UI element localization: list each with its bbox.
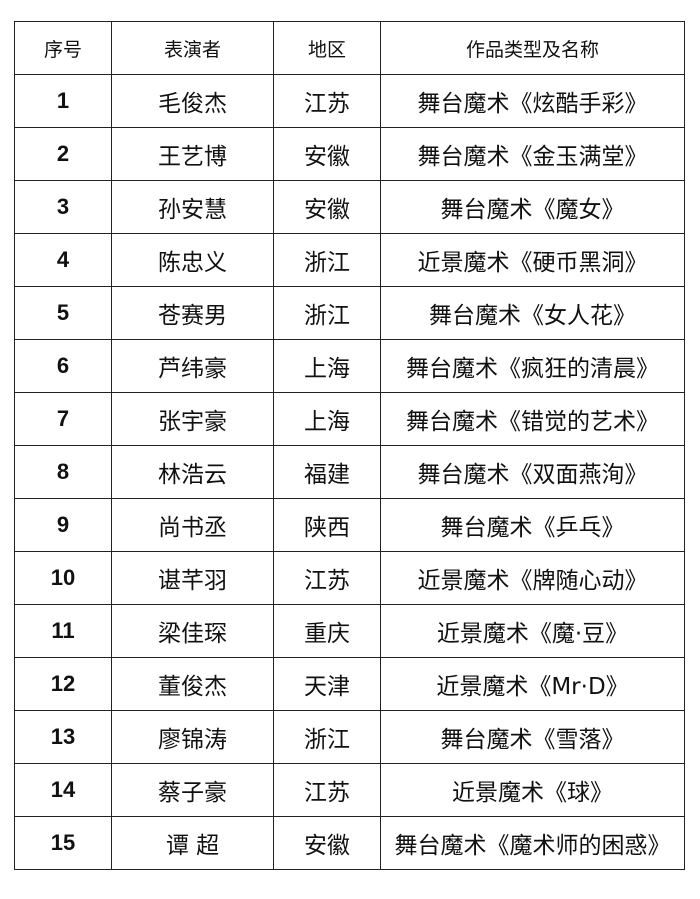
header-cell: 作品类型及名称 bbox=[380, 21, 685, 75]
performer-cell: 董俊杰 bbox=[111, 657, 274, 711]
table-row: 13 廖锦涛 浙江 舞台魔术《雪落》 bbox=[14, 710, 685, 764]
index-cell: 1 bbox=[14, 74, 112, 128]
region-cell: 安徽 bbox=[273, 816, 381, 870]
index-cell: 14 bbox=[14, 763, 112, 817]
header-row: 序号 表演者 地区 作品类型及名称 bbox=[14, 21, 685, 75]
index-cell: 3 bbox=[14, 180, 112, 234]
work-cell: 近景魔术《牌随心动》 bbox=[380, 551, 685, 605]
index-cell: 12 bbox=[14, 657, 112, 711]
region-cell: 浙江 bbox=[273, 233, 381, 287]
performer-cell: 王艺博 bbox=[111, 127, 274, 181]
table-row: 14 蔡子豪 江苏 近景魔术《球》 bbox=[14, 763, 685, 817]
performer-cell: 蔡子豪 bbox=[111, 763, 274, 817]
region-cell: 福建 bbox=[273, 445, 381, 499]
region-cell: 安徽 bbox=[273, 180, 381, 234]
work-cell: 舞台魔术《金玉满堂》 bbox=[380, 127, 685, 181]
index-cell: 4 bbox=[14, 233, 112, 287]
performer-cell: 毛俊杰 bbox=[111, 74, 274, 128]
table-row: 9 尚书丞 陕西 舞台魔术《乒乓》 bbox=[14, 498, 685, 552]
region-cell: 重庆 bbox=[273, 604, 381, 658]
index-cell: 10 bbox=[14, 551, 112, 605]
performer-cell: 梁佳琛 bbox=[111, 604, 274, 658]
index-cell: 13 bbox=[14, 710, 112, 764]
table-row: 6 芦纬豪 上海 舞台魔术《疯狂的清晨》 bbox=[14, 339, 685, 393]
table-row: 12 董俊杰 天津 近景魔术《Mr·D》 bbox=[14, 657, 685, 711]
work-cell: 舞台魔术《疯狂的清晨》 bbox=[380, 339, 685, 393]
performer-cell: 林浩云 bbox=[111, 445, 274, 499]
performer-cell: 谭 超 bbox=[111, 816, 274, 870]
table-row: 10 谌芊羽 江苏 近景魔术《牌随心动》 bbox=[14, 551, 685, 605]
region-cell: 浙江 bbox=[273, 286, 381, 340]
performer-cell: 张宇豪 bbox=[111, 392, 274, 446]
region-cell: 江苏 bbox=[273, 74, 381, 128]
work-cell: 舞台魔术《错觉的艺术》 bbox=[380, 392, 685, 446]
region-cell: 天津 bbox=[273, 657, 381, 711]
work-cell: 舞台魔术《双面燕洵》 bbox=[380, 445, 685, 499]
index-cell: 2 bbox=[14, 127, 112, 181]
region-cell: 江苏 bbox=[273, 551, 381, 605]
work-cell: 舞台魔术《女人花》 bbox=[380, 286, 685, 340]
performer-cell: 芦纬豪 bbox=[111, 339, 274, 393]
performer-cell: 尚书丞 bbox=[111, 498, 274, 552]
region-cell: 江苏 bbox=[273, 763, 381, 817]
work-cell: 舞台魔术《魔女》 bbox=[380, 180, 685, 234]
table-row: 3 孙安慧 安徽 舞台魔术《魔女》 bbox=[14, 180, 685, 234]
performer-cell: 廖锦涛 bbox=[111, 710, 274, 764]
index-cell: 7 bbox=[14, 392, 112, 446]
index-cell: 9 bbox=[14, 498, 112, 552]
performer-cell: 谌芊羽 bbox=[111, 551, 274, 605]
table-row: 5 苍赛男 浙江 舞台魔术《女人花》 bbox=[14, 286, 685, 340]
work-cell: 近景魔术《Mr·D》 bbox=[380, 657, 685, 711]
region-cell: 陕西 bbox=[273, 498, 381, 552]
work-cell: 舞台魔术《炫酷手彩》 bbox=[380, 74, 685, 128]
index-cell: 5 bbox=[14, 286, 112, 340]
index-cell: 15 bbox=[14, 816, 112, 870]
table-row: 2 王艺博 安徽 舞台魔术《金玉满堂》 bbox=[14, 127, 685, 181]
header-cell: 序号 bbox=[14, 21, 112, 75]
header-cell: 地区 bbox=[273, 21, 381, 75]
work-cell: 舞台魔术《魔术师的困惑》 bbox=[380, 816, 685, 870]
performer-cell: 陈忠义 bbox=[111, 233, 274, 287]
performer-cell: 孙安慧 bbox=[111, 180, 274, 234]
table-row: 7 张宇豪 上海 舞台魔术《错觉的艺术》 bbox=[14, 392, 685, 446]
table-row: 4 陈忠义 浙江 近景魔术《硬币黑洞》 bbox=[14, 233, 685, 287]
region-cell: 浙江 bbox=[273, 710, 381, 764]
work-cell: 近景魔术《硬币黑洞》 bbox=[380, 233, 685, 287]
region-cell: 安徽 bbox=[273, 127, 381, 181]
table-row: 1 毛俊杰 江苏 舞台魔术《炫酷手彩》 bbox=[14, 74, 685, 128]
work-cell: 舞台魔术《雪落》 bbox=[380, 710, 685, 764]
region-cell: 上海 bbox=[273, 392, 381, 446]
table-row: 15 谭 超安徽 舞台魔术《魔术师的困惑》 bbox=[14, 816, 685, 870]
performer-cell: 苍赛男 bbox=[111, 286, 274, 340]
work-cell: 舞台魔术《乒乓》 bbox=[380, 498, 685, 552]
index-cell: 11 bbox=[14, 604, 112, 658]
table-row: 11 梁佳琛 重庆 近景魔术《魔·豆》 bbox=[14, 604, 685, 658]
work-cell: 近景魔术《魔·豆》 bbox=[380, 604, 685, 658]
index-cell: 8 bbox=[14, 445, 112, 499]
table-row: 8 林浩云 福建 舞台魔术《双面燕洵》 bbox=[14, 445, 685, 499]
index-cell: 6 bbox=[14, 339, 112, 393]
work-cell: 近景魔术《球》 bbox=[380, 763, 685, 817]
performers-table: 序号 表演者 地区 作品类型及名称 1 毛俊杰 江苏 舞台魔术《炫酷手彩》 2 王艺博 安徽… bbox=[14, 21, 685, 870]
region-cell: 上海 bbox=[273, 339, 381, 393]
header-cell: 表演者 bbox=[111, 21, 274, 75]
